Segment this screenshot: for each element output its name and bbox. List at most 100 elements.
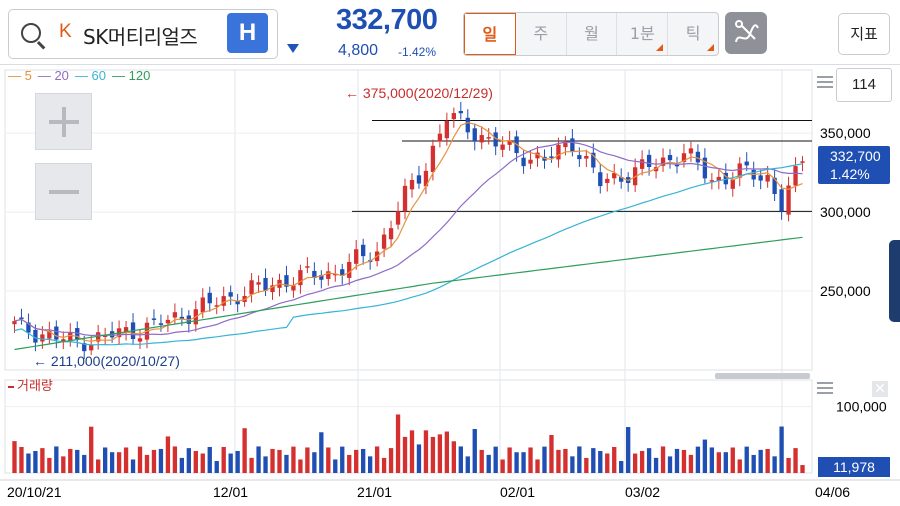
draw-tool-button[interactable]	[725, 12, 767, 54]
candle-body	[430, 145, 436, 172]
volume-bar	[26, 453, 31, 473]
candle-body	[688, 148, 694, 154]
plus-icon-vertical	[62, 107, 66, 137]
candle-body	[772, 177, 777, 194]
volume-bar	[730, 447, 735, 473]
volume-bar	[214, 461, 219, 473]
candle-body	[214, 305, 219, 307]
volume-bar	[535, 459, 540, 473]
candle-body	[716, 176, 721, 182]
volume-bar	[626, 427, 631, 473]
candle-body	[207, 292, 212, 304]
legend-ma-120: — 120	[112, 68, 151, 83]
volume-bar	[144, 454, 150, 473]
volume-bar	[556, 449, 561, 473]
legend-ma-60: — 60	[74, 68, 106, 83]
volume-bar	[200, 453, 205, 473]
x-tick-label: 02/01	[500, 484, 535, 500]
volume-bar	[305, 447, 310, 473]
ma-legend: — 5 — 20 — 60 — 120	[8, 68, 150, 83]
menu-icon[interactable]	[817, 76, 833, 90]
side-panel-handle[interactable]	[889, 240, 900, 322]
minus-icon	[49, 190, 79, 194]
candle-body	[26, 322, 31, 333]
volume-bar	[416, 444, 422, 473]
price-tag-percent: 1.42%	[830, 166, 870, 182]
candle-body	[319, 275, 324, 280]
period-tab-0[interactable]: 일	[464, 13, 516, 55]
candle-body	[354, 249, 359, 264]
volume-bar	[207, 446, 212, 473]
stock-search-box[interactable]: K SK머티리얼즈 H	[8, 9, 278, 59]
volume-bar	[479, 449, 484, 473]
candle-body	[730, 179, 735, 189]
volume-label-text: 거래량	[17, 379, 53, 394]
candle-body	[674, 164, 680, 167]
volume-bar	[667, 456, 673, 473]
candle-count-input[interactable]: 114	[836, 68, 892, 102]
volume-bar	[695, 446, 701, 473]
period-tab-3[interactable]: 1분	[617, 13, 669, 55]
candle-body	[709, 180, 715, 182]
close-icon[interactable]: ✕	[872, 381, 888, 397]
price-chart[interactable]: 350,000 300,000 250,000 100,000 20/10/21 12/0…	[0, 64, 900, 506]
candle-body	[19, 317, 24, 320]
candle-body	[556, 144, 561, 160]
period-tab-4[interactable]: 틱	[668, 13, 718, 55]
candle-body	[82, 343, 87, 352]
candle-body	[61, 339, 66, 342]
volume-bar	[319, 432, 324, 473]
chevron-down-icon[interactable]	[287, 44, 299, 53]
ma5-line	[14, 121, 803, 342]
volume-bar	[584, 457, 589, 473]
candle-body	[33, 329, 38, 343]
candle-body	[333, 273, 338, 276]
current-volume-tag: 11,978	[818, 457, 890, 477]
candle-body	[779, 189, 784, 212]
volume-menu-icon[interactable]	[817, 382, 833, 396]
candle-body	[535, 152, 540, 159]
volume-bar	[605, 453, 610, 473]
candle-body	[416, 175, 422, 184]
search-icon	[21, 23, 41, 43]
volume-bar	[577, 446, 582, 473]
volume-bar	[68, 448, 73, 473]
indicator-button[interactable]: 지표	[838, 13, 890, 55]
candle-body	[681, 153, 687, 163]
candle-body	[598, 172, 603, 187]
volume-bar	[493, 446, 498, 473]
volume-bar	[563, 448, 568, 473]
candle-body	[54, 326, 59, 340]
zoom-out-button[interactable]	[35, 163, 92, 220]
candle-body	[249, 280, 254, 295]
candle-body	[151, 318, 157, 320]
candle-body	[228, 292, 233, 297]
period-tab-1[interactable]: 주	[516, 13, 567, 55]
volume-bar	[61, 456, 66, 473]
volume-bar	[402, 436, 408, 473]
volume-bar	[333, 459, 338, 473]
candle-body	[500, 144, 505, 150]
candle-body	[451, 113, 456, 120]
candle-body	[758, 175, 763, 181]
volume-bar	[19, 446, 24, 473]
volume-bar	[354, 449, 359, 473]
volume-bar	[381, 457, 387, 473]
candle-body	[639, 159, 645, 169]
period-tab-2[interactable]: 월	[567, 13, 618, 55]
volume-bar	[82, 454, 87, 473]
candle-body	[158, 323, 164, 325]
volume-bar	[235, 450, 240, 473]
candle-body	[165, 319, 171, 324]
candle-body	[409, 180, 415, 190]
volume-bar	[570, 456, 575, 473]
volume-bar	[312, 452, 317, 473]
h-button[interactable]: H	[227, 13, 268, 53]
candle-body	[528, 159, 533, 164]
volume-bar	[430, 436, 436, 473]
volume-bar	[549, 435, 554, 473]
candle-body	[235, 301, 240, 305]
x-tick-label: 20/10/21	[7, 484, 62, 500]
zoom-in-button[interactable]	[35, 93, 92, 150]
volume-tick-label: 100,000	[836, 399, 887, 415]
